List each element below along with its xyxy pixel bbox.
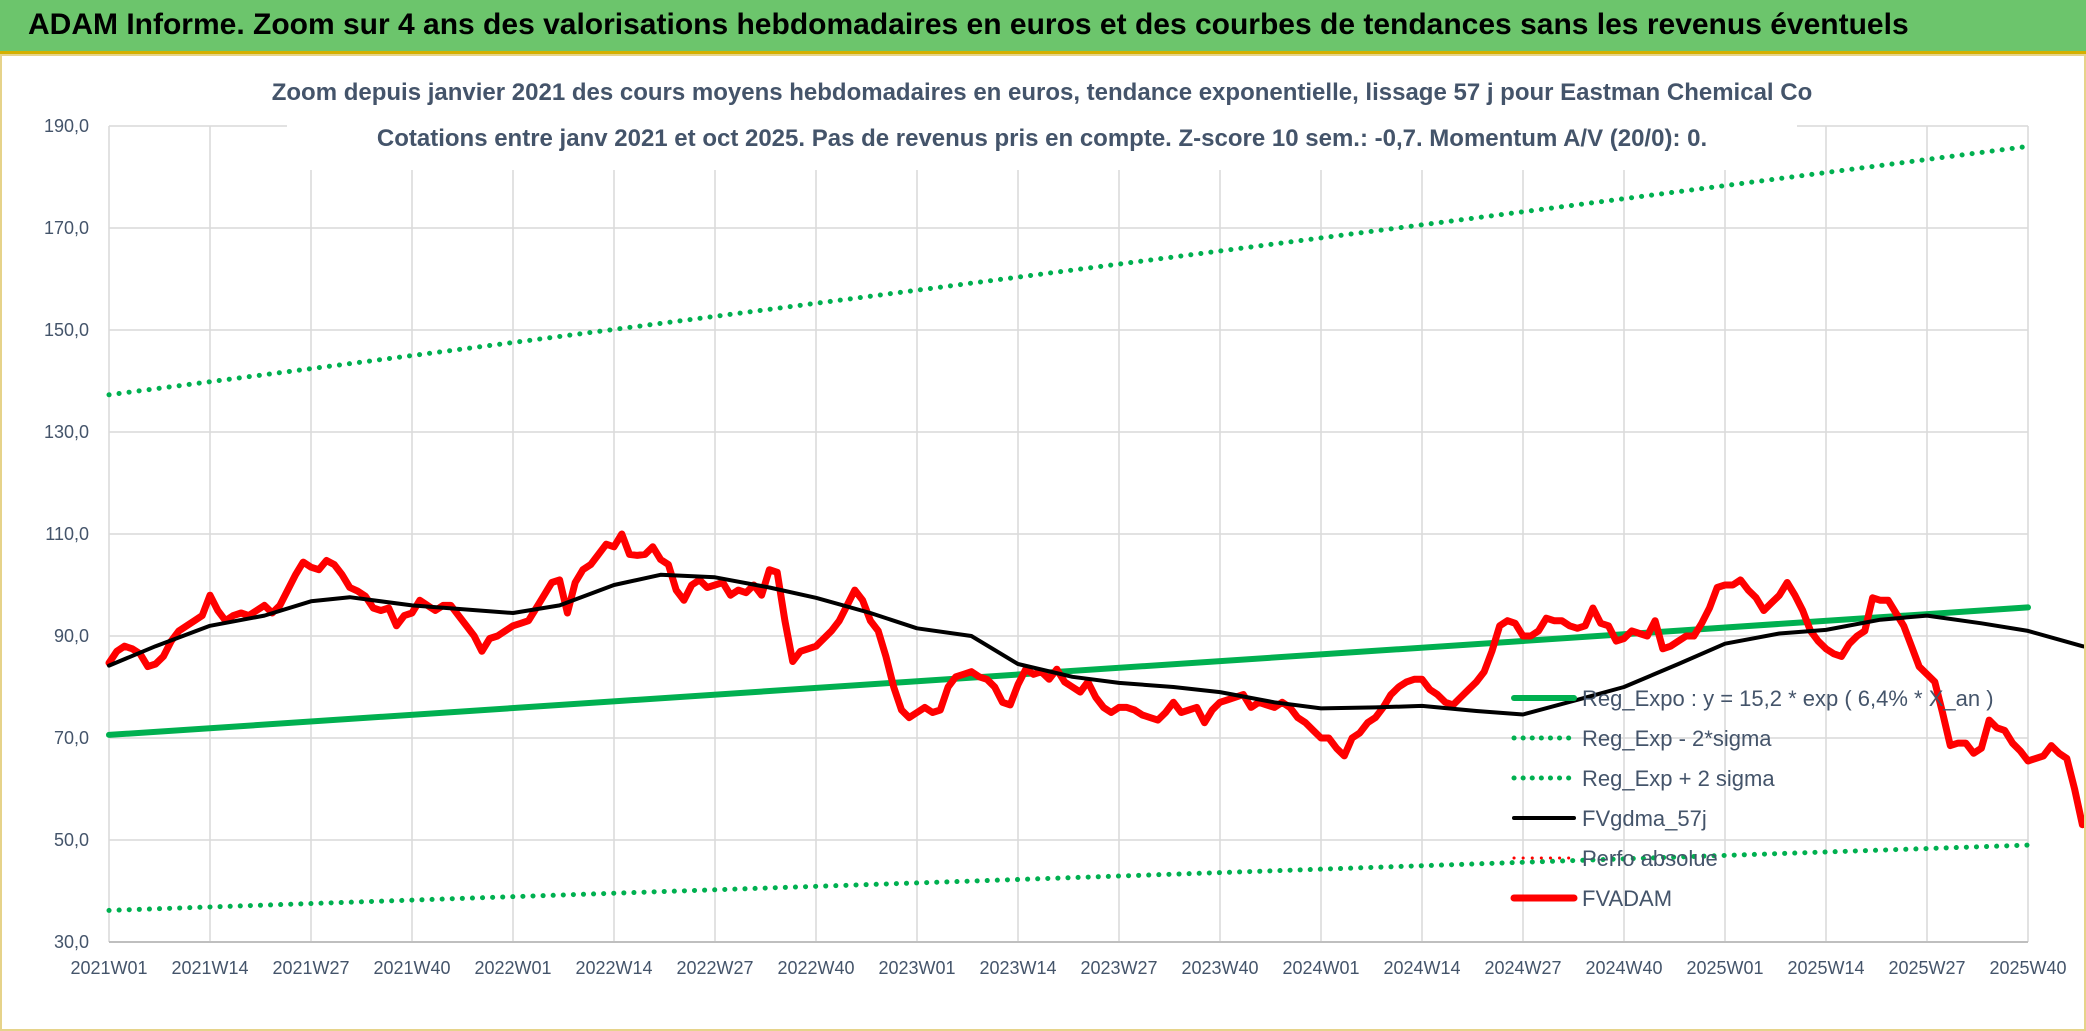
x-tick-label: 2022W01 [474, 958, 551, 978]
x-tick-label: 2023W01 [878, 958, 955, 978]
x-tick-label: 2023W27 [1080, 958, 1157, 978]
legend-label: Perfo absolue [1582, 846, 1718, 871]
legend: Reg_Expo : y = 15,2 * exp ( 6,4% * X_an … [1510, 686, 1994, 911]
series-line-reg-expo-y-15-2-exp-6-4-x-an- [106, 604, 2031, 738]
legend-label: FVADAM [1582, 886, 1672, 911]
chart-frame: 190,0 170,0 150,0 130,0 110,0 90,0 70,0 50,0 30,… [0, 54, 2086, 1031]
y-tick-label: 110,0 [45, 524, 89, 544]
x-tick-label: 2021W01 [70, 958, 147, 978]
legend-label: Reg_Expo : y = 15,2 * exp ( 6,4% * X_an … [1582, 686, 1994, 711]
x-tick-label: 2023W14 [979, 958, 1056, 978]
y-tick-label: 150,0 [44, 320, 89, 340]
x-tick-label: 2024W27 [1484, 958, 1561, 978]
x-tick-label: 2021W14 [171, 958, 248, 978]
series-line-reg-exp-2-sigma [106, 143, 2031, 398]
grid [108, 125, 2029, 943]
x-tick-label: 2023W40 [1181, 958, 1258, 978]
series-line-fvadam [105, 530, 2084, 829]
x-tick-label: 2022W40 [777, 958, 854, 978]
y-tick-label: 130,0 [44, 422, 89, 442]
legend-label: Reg_Exp - 2*sigma [1582, 726, 1772, 751]
series-line-fvgdma-57j [107, 572, 2084, 717]
x-tick-label: 2021W40 [373, 958, 450, 978]
chart-subtitle: Cotations entre janv 2021 et oct 2025. P… [377, 125, 1707, 152]
x-tick-label: 2022W14 [575, 958, 652, 978]
x-tick-label: 2024W01 [1282, 958, 1359, 978]
legend-label: FVgdma_57j [1582, 806, 1707, 831]
x-axis-ticks: 2021W01 2021W14 2021W27 2021W40 2022W01 2022W… [70, 958, 2066, 978]
chart-title: Zoom depuis janvier 2021 des cours moyen… [272, 79, 1813, 106]
x-tick-label: 2024W40 [1585, 958, 1662, 978]
y-tick-label: 170,0 [44, 218, 89, 238]
report-title: ADAM Informe. Zoom sur 4 ans des valoris… [28, 8, 1909, 41]
line-chart: 190,0 170,0 150,0 130,0 110,0 90,0 70,0 50,0 30,… [44, 60, 2084, 978]
x-tick-label: 2025W27 [1888, 958, 1965, 978]
report-banner: ADAM Informe. Zoom sur 4 ans des valoris… [0, 0, 2086, 54]
y-tick-label: 30,0 [54, 932, 89, 952]
legend-label: Reg_Exp + 2 sigma [1582, 766, 1775, 791]
x-tick-label: 2025W01 [1686, 958, 1763, 978]
series-line-reg-exp-2-sigma [106, 842, 2031, 913]
y-tick-label: 190,0 [44, 116, 89, 136]
x-tick-label: 2021W27 [272, 958, 349, 978]
y-tick-label: 70,0 [54, 728, 89, 748]
x-tick-label: 2022W27 [676, 958, 753, 978]
x-tick-label: 2024W14 [1383, 958, 1460, 978]
series-group [105, 143, 2084, 913]
x-tick-label: 2025W40 [1989, 958, 2066, 978]
y-tick-label: 50,0 [54, 830, 89, 850]
y-tick-label: 90,0 [54, 626, 89, 646]
y-axis-ticks: 190,0 170,0 150,0 130,0 110,0 90,0 70,0 50,0 30,… [44, 116, 89, 952]
x-tick-label: 2025W14 [1787, 958, 1864, 978]
title-backdrop [287, 60, 1797, 170]
